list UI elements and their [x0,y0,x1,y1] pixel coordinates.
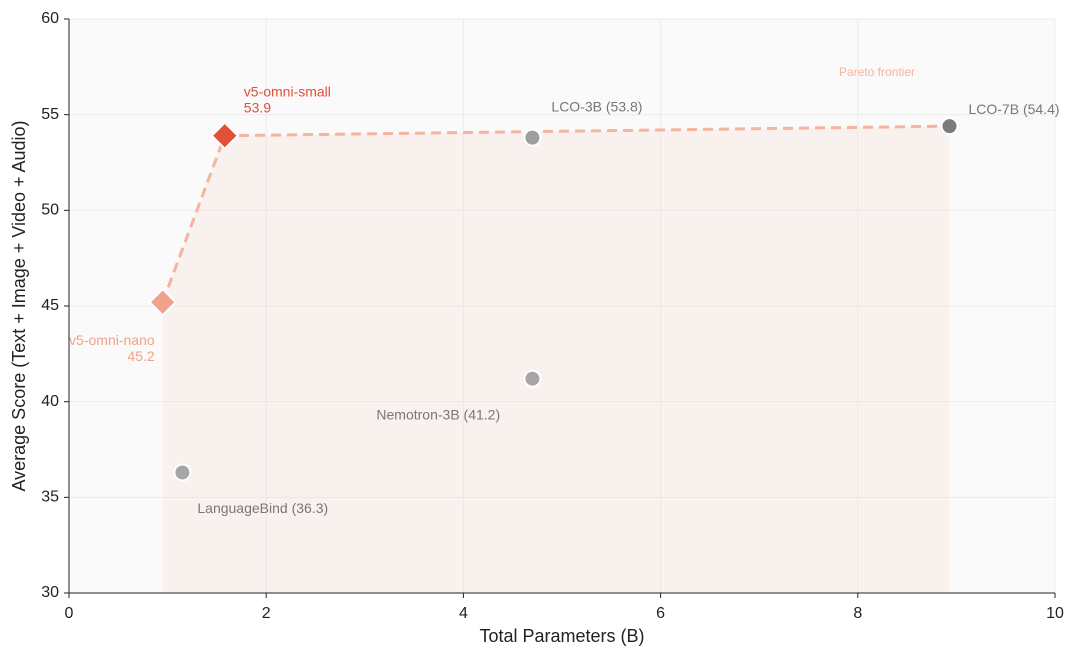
point-label: Nemotron-3B (41.2) [376,406,500,422]
x-tick-label: 6 [656,605,665,622]
frontier-area [162,126,950,593]
point-label: v5-omni-small [244,83,331,99]
x-tick-label: 2 [262,605,271,622]
y-tick-label: 55 [41,106,59,123]
point-label: LCO-3B (53.8) [551,98,642,114]
point-label: LCO-7B (54.4) [968,101,1059,117]
y-tick-label: 50 [41,202,59,219]
y-tick-label: 30 [41,584,59,601]
y-tick-label: 45 [41,297,59,314]
point [523,128,542,147]
x-tick-label: 8 [853,605,862,622]
point [940,117,959,136]
point [148,287,178,317]
point-value-label: 45.2 [127,348,154,364]
y-tick-label: 35 [41,489,59,506]
point [173,463,192,482]
point-label: v5-omni-nano [69,332,155,348]
x-tick-label: 0 [65,605,74,622]
point-value-label: 53.9 [244,99,271,115]
x-axis-title: Total Parameters (B) [479,626,644,646]
point [523,369,542,388]
point [210,121,240,151]
y-tick-label: 60 [41,10,59,27]
y-tick-label: 40 [41,393,59,410]
point-label: LanguageBind (36.3) [197,500,328,516]
x-tick-label: 10 [1046,605,1064,622]
y-axis-title: Average Score (Text + Image + Video + Au… [9,120,29,491]
frontier-label: Pareto frontier [839,65,915,79]
x-tick-label: 4 [459,605,468,622]
